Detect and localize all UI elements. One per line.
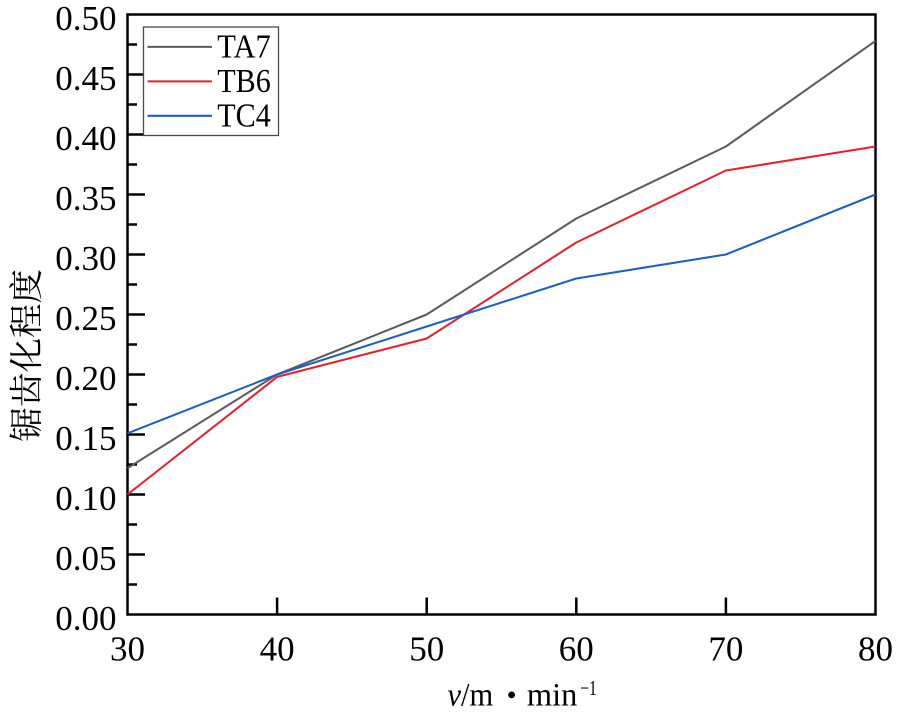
svg-text:80: 80 <box>858 629 893 668</box>
svg-text:min: min <box>527 678 578 710</box>
svg-text:70: 70 <box>708 629 743 668</box>
svg-text:TA7: TA7 <box>217 29 270 66</box>
svg-text:0.20: 0.20 <box>55 359 116 398</box>
svg-text:0.40: 0.40 <box>55 119 116 158</box>
svg-text:0.50: 0.50 <box>55 0 116 38</box>
svg-text:0.30: 0.30 <box>55 239 116 278</box>
svg-text:30: 30 <box>110 629 145 668</box>
svg-text:0.15: 0.15 <box>55 419 116 458</box>
svg-text:50: 50 <box>409 629 444 668</box>
svg-text:0.35: 0.35 <box>55 179 116 218</box>
svg-text:TC4: TC4 <box>217 98 270 135</box>
svg-text:0.45: 0.45 <box>55 59 116 98</box>
svg-text:60: 60 <box>559 629 594 668</box>
svg-text:0.05: 0.05 <box>55 539 116 578</box>
svg-text:−1: −1 <box>580 676 597 700</box>
svg-text:TB6: TB6 <box>217 63 270 100</box>
svg-text:0.00: 0.00 <box>55 599 116 638</box>
svg-text:0.25: 0.25 <box>55 299 116 338</box>
svg-text:v/m: v/m <box>448 678 494 710</box>
svg-text:40: 40 <box>260 629 295 668</box>
svg-text:0.10: 0.10 <box>55 479 116 518</box>
